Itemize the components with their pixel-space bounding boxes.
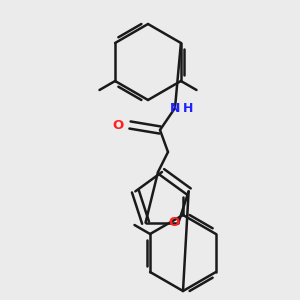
Text: O: O (112, 118, 124, 131)
Text: O: O (169, 216, 180, 229)
Text: H: H (183, 101, 193, 115)
Text: N: N (170, 101, 180, 115)
